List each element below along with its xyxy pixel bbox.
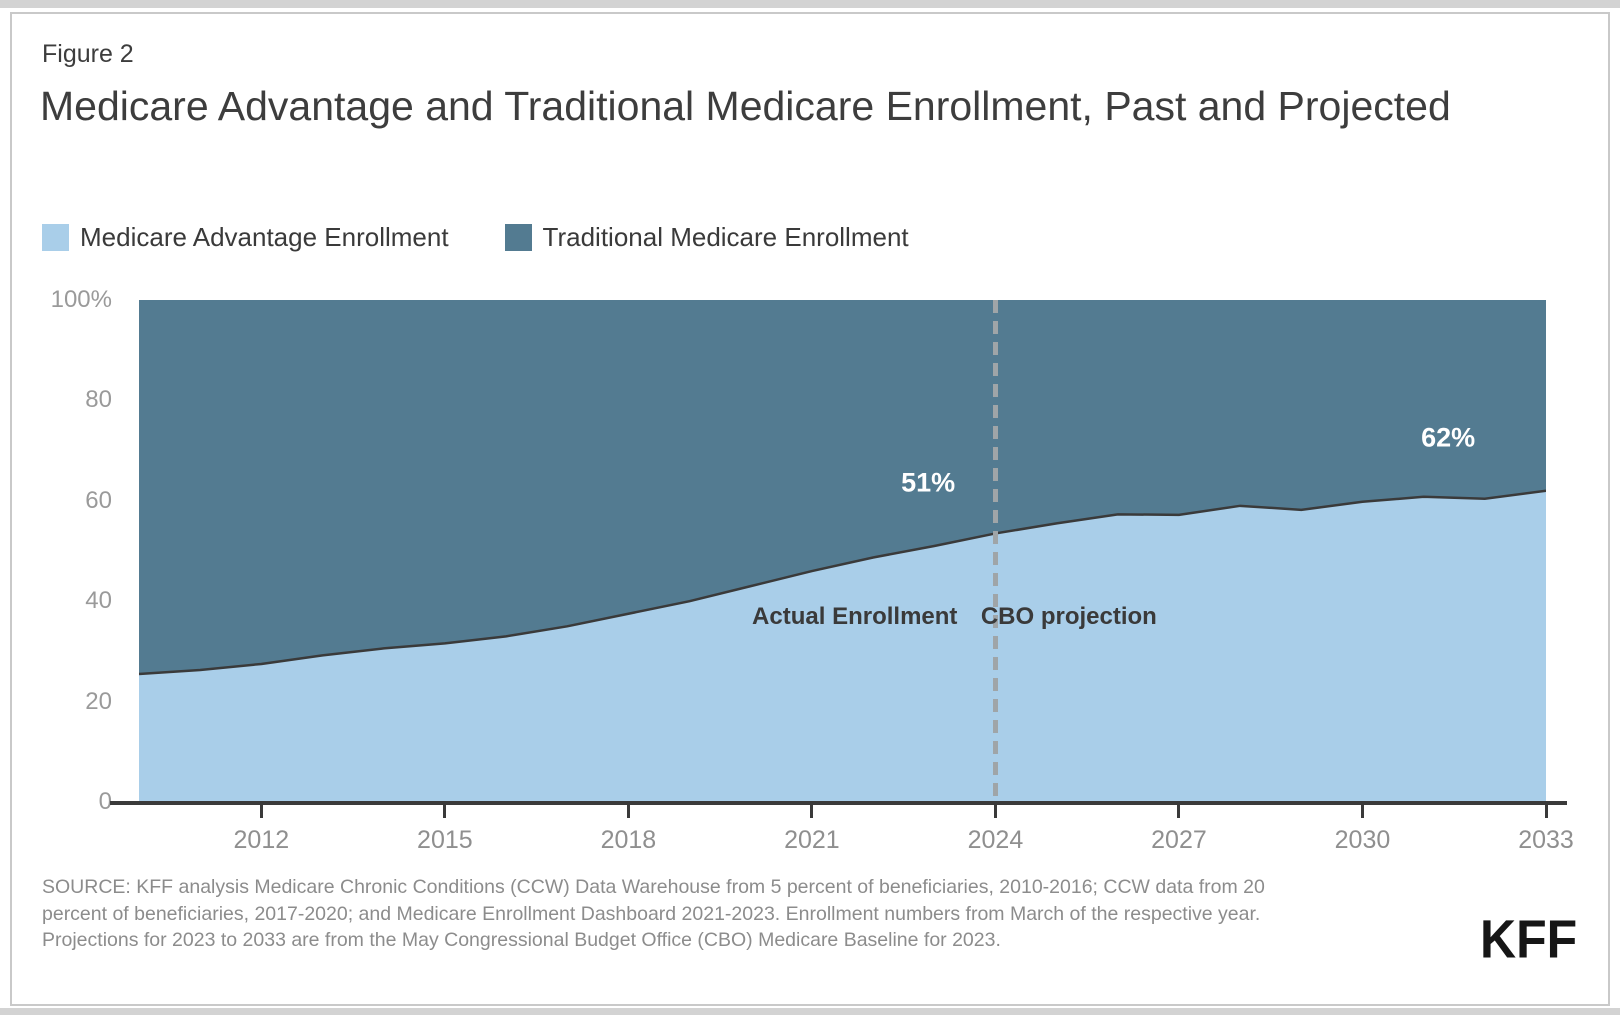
x-tick	[443, 805, 447, 818]
top-divider-bar	[0, 0, 1620, 8]
annotation-actual-enrollment: Actual Enrollment	[752, 603, 958, 631]
x-tick	[1177, 805, 1181, 818]
x-tick	[1360, 805, 1364, 818]
legend-item-traditional-medicare: Traditional Medicare Enrollment	[504, 222, 909, 253]
source-note: SOURCE: KFF analysis Medicare Chronic Co…	[42, 874, 1392, 954]
source-line: Projections for 2023 to 2033 are from th…	[42, 929, 1001, 951]
figure-number: Figure 2	[42, 40, 134, 68]
x-tick	[810, 805, 814, 818]
y-tick-label: 60	[85, 486, 112, 514]
y-tick-label: 40	[85, 587, 112, 615]
page-title: Medicare Advantage and Traditional Medic…	[40, 83, 1451, 129]
x-tick-label: 2033	[1518, 826, 1574, 854]
annotation-cbo-projection: CBO projection	[980, 603, 1157, 631]
x-tick-label: 2015	[417, 826, 473, 854]
y-tick-label: 100%	[50, 286, 112, 313]
annotation-62-: 62%	[1421, 422, 1476, 453]
x-axis-line	[110, 801, 1567, 805]
x-tick-label: 2018	[600, 826, 657, 854]
legend-label: Traditional Medicare Enrollment	[542, 222, 909, 252]
figure-card: Figure 2 Medicare Advantage and Traditio…	[10, 12, 1610, 1006]
annotation-51-: 51%	[901, 467, 956, 498]
y-tick-label: 20	[85, 687, 112, 715]
y-tick-label: 80	[85, 386, 112, 414]
y-tick-label: 0	[98, 788, 112, 815]
source-line: SOURCE: KFF analysis Medicare Chronic Co…	[42, 876, 1265, 898]
legend-item-medicare-advantage: Medicare Advantage Enrollment	[42, 222, 449, 253]
x-tick-label: 2030	[1334, 826, 1391, 854]
legend-label: Medicare Advantage Enrollment	[80, 222, 449, 252]
x-tick	[626, 805, 630, 818]
kff-logo: KFF	[1480, 908, 1578, 970]
bottom-divider-bar	[0, 1008, 1620, 1015]
medicare-advantage-swatch	[42, 224, 69, 251]
x-tick	[1544, 805, 1548, 818]
x-tick-label: 2027	[1151, 826, 1207, 854]
enrollment-boundary-line	[139, 489, 1546, 676]
source-line: percent of beneficiaries, 2017-2020; and…	[42, 902, 1261, 925]
x-tick	[259, 805, 263, 818]
traditional-medicare-swatch	[504, 224, 532, 251]
chart-legend: Medicare Advantage Enrollment Traditiona…	[42, 222, 909, 253]
medicare-advantage-area	[139, 490, 1546, 802]
x-tick-label: 2024	[967, 826, 1024, 854]
projection-divider-line	[992, 300, 998, 802]
x-tick-label: 2012	[233, 826, 290, 854]
enrollment-area-chart	[139, 300, 1546, 802]
x-tick	[993, 805, 997, 818]
x-tick-label: 2021	[784, 826, 840, 854]
